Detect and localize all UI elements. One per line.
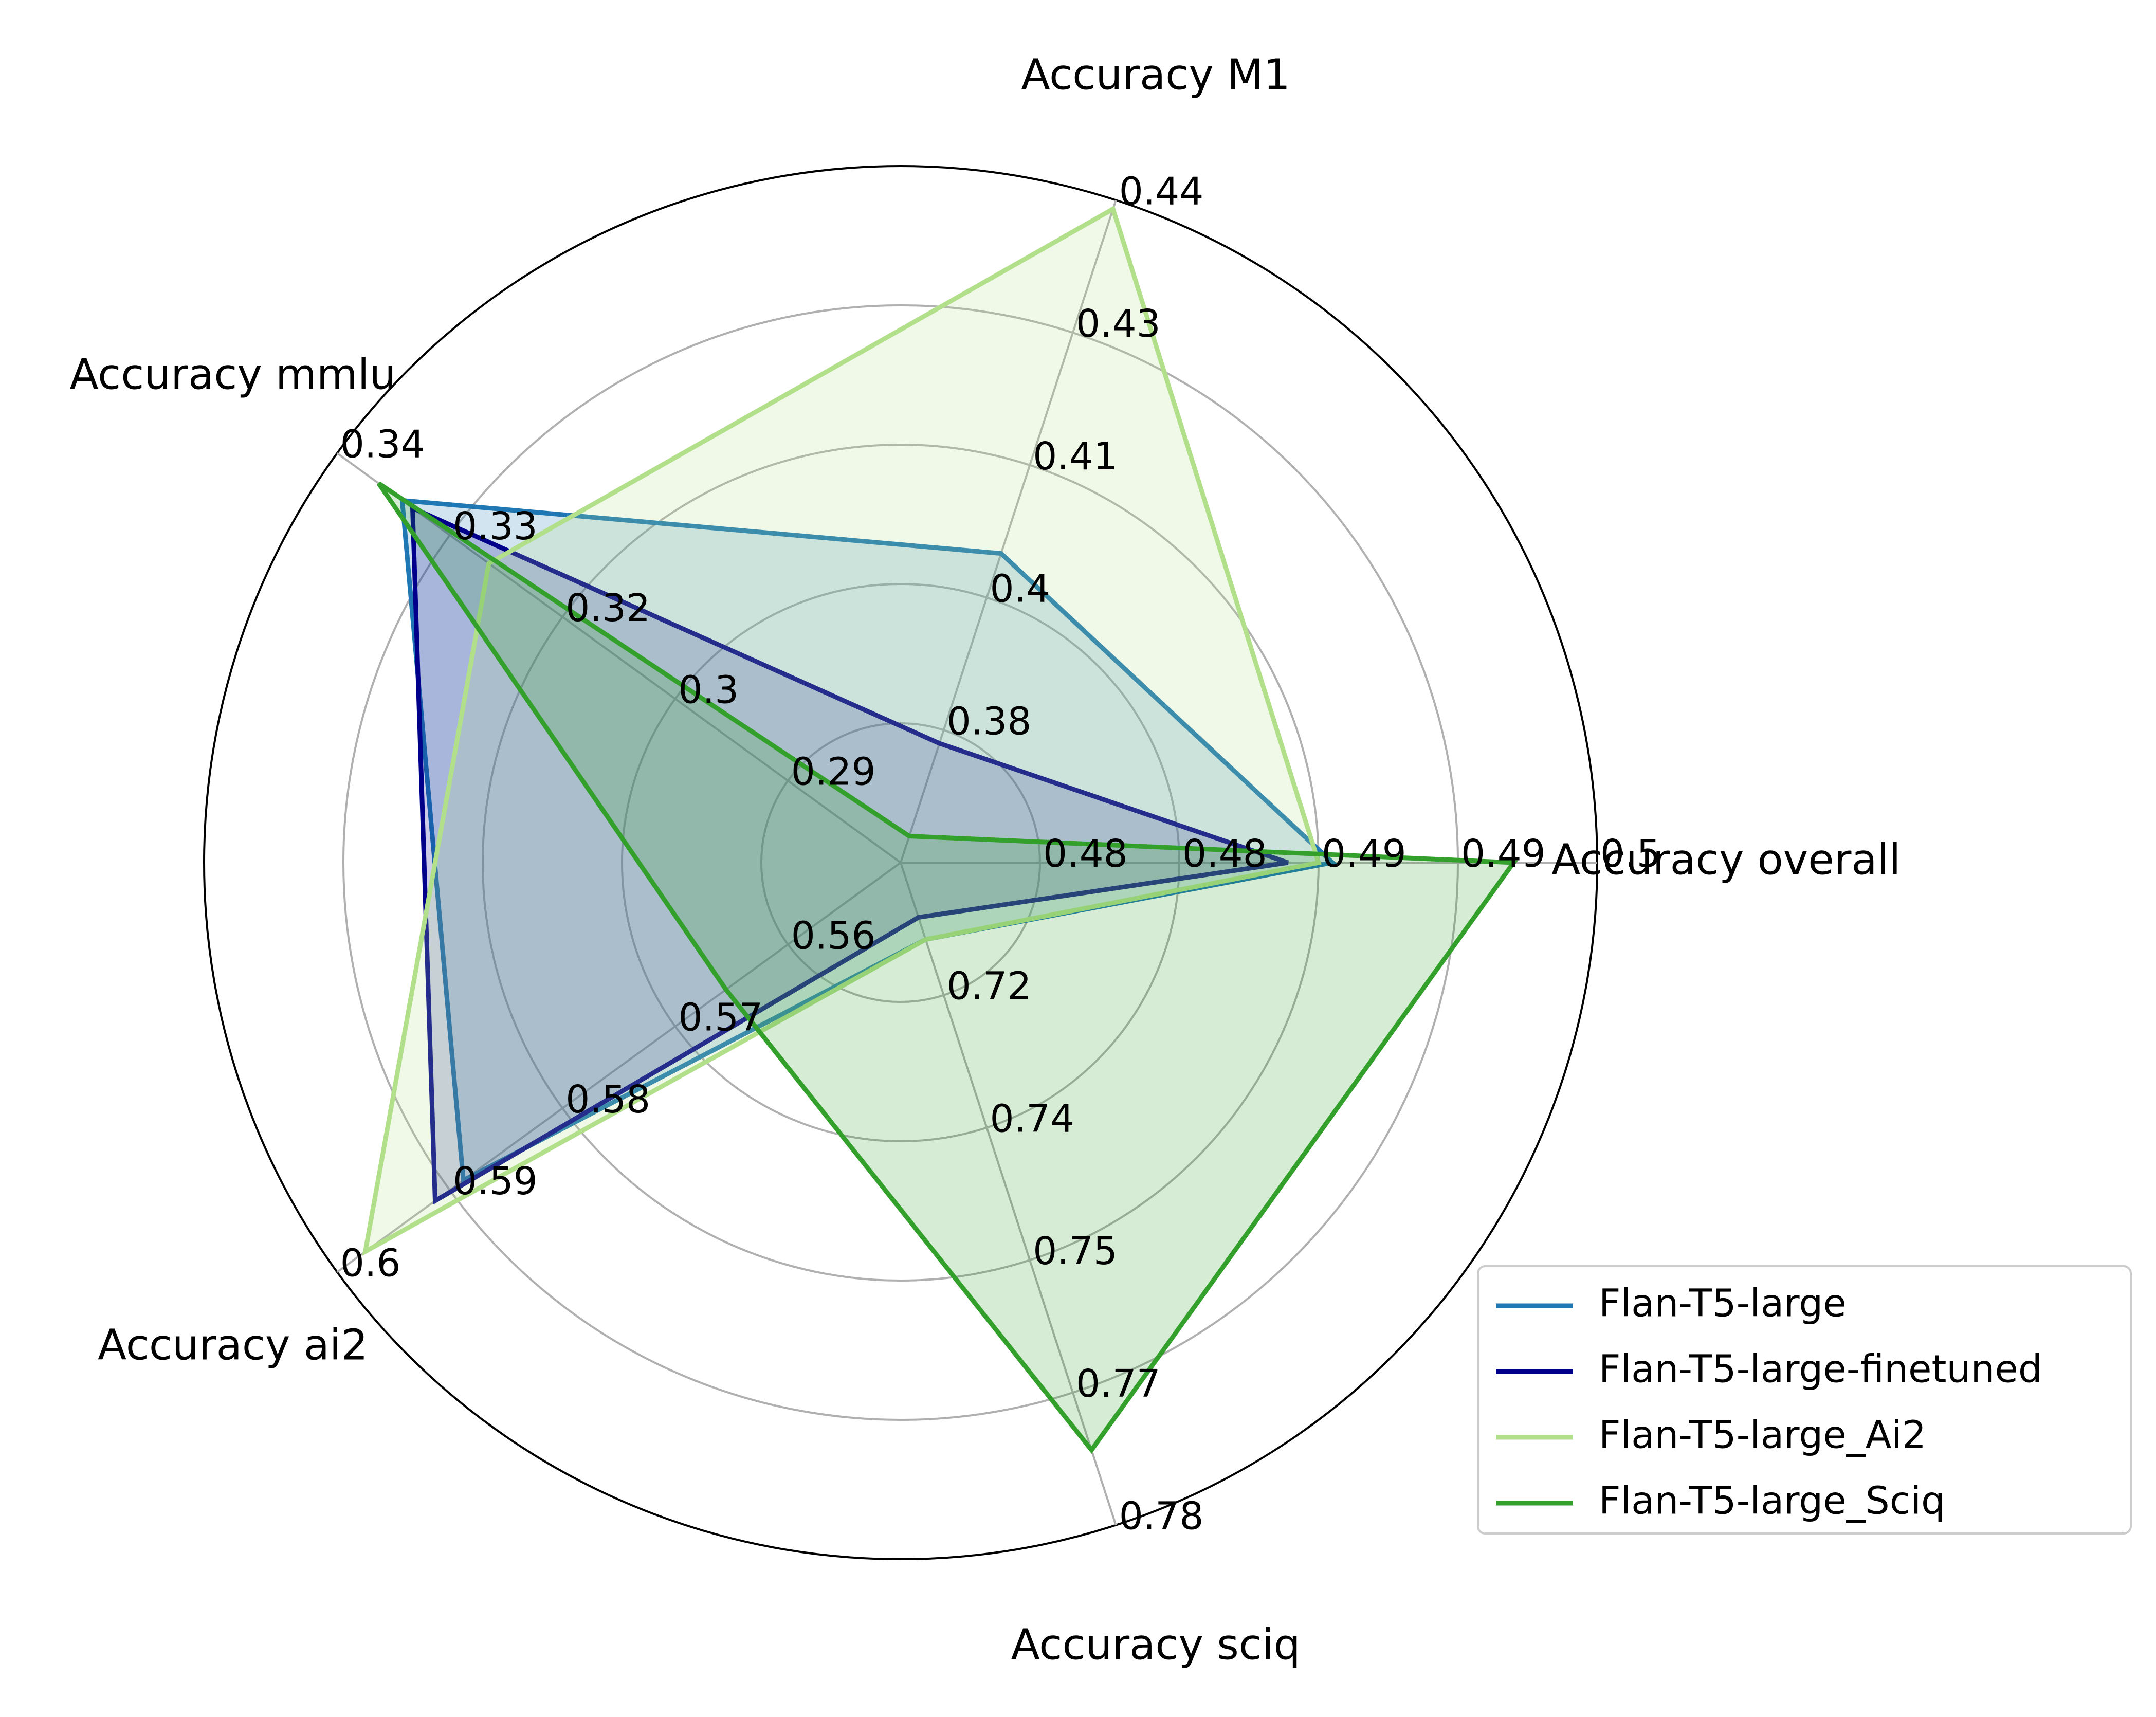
tick-label: 0.49 <box>1461 832 1546 876</box>
tick-label: 0.41 <box>1033 434 1118 479</box>
axis-label: Accuracy overall <box>1551 835 1901 884</box>
axis-spoke <box>900 862 1117 1526</box>
tick-label: 0.78 <box>1119 1494 1204 1539</box>
legend-label: Flan-T5-large-finetuned <box>1599 1347 2042 1392</box>
tick-label: 0.32 <box>565 586 650 630</box>
legend: Flan-T5-large Flan-T5-large-finetuned Flan… <box>1477 1265 2132 1535</box>
series-line <box>410 504 1289 1205</box>
grid <box>203 165 1598 1560</box>
tick-label: 0.33 <box>453 504 538 549</box>
series-fill <box>412 508 1288 1201</box>
tick-label: 0.4 <box>990 567 1051 611</box>
legend-box <box>1477 1265 2132 1535</box>
axis-label: Accuracy mmlu <box>70 351 396 399</box>
tick-label: 0.38 <box>947 699 1032 743</box>
axis-label: Accuracy ai2 <box>98 1321 368 1369</box>
tick-label: 0.29 <box>791 750 876 794</box>
tick-label: 0.72 <box>947 964 1032 1009</box>
tick-label: 0.74 <box>990 1097 1075 1141</box>
tick-label: 0.56 <box>791 914 876 958</box>
series-line <box>362 205 1322 1256</box>
tick-label: 0.44 <box>1119 169 1204 213</box>
axis-spoke <box>900 199 1117 863</box>
axis-spoke <box>336 452 902 864</box>
tick-label: 0.3 <box>679 668 739 712</box>
tick-label: 0.48 <box>1182 832 1267 876</box>
tick-labels: 0.48 0.48 0.49 0.49 0.5 0.38 0.4 0.41 0.43 0.44 0.… <box>340 169 1661 1538</box>
tick-label: 0.49 <box>1322 832 1406 876</box>
tick-label: 0.6 <box>340 1241 401 1285</box>
legend-label: Flan-T5-large <box>1599 1282 1847 1326</box>
series-fill <box>402 500 1333 1180</box>
axis-labels: Accuracy overall Accuracy M1 Accuracy mmlu… <box>70 50 1901 1669</box>
tick-label: 0.57 <box>679 996 763 1040</box>
tick-label: 0.77 <box>1076 1362 1161 1406</box>
tick-label: 0.58 <box>565 1077 650 1122</box>
axis-spoke <box>336 862 902 1273</box>
legend-label: Flan-T5-large_Ai2 <box>1599 1413 1926 1457</box>
series-line <box>376 481 1518 1454</box>
tick-label: 0.48 <box>1043 832 1128 876</box>
axis-label: Accuracy sciq <box>1011 1621 1301 1670</box>
tick-label: 0.75 <box>1033 1229 1118 1273</box>
tick-label: 0.5 <box>1600 832 1661 876</box>
tick-label: 0.59 <box>453 1159 538 1203</box>
series-fill <box>365 209 1319 1252</box>
series-layer <box>362 205 1518 1454</box>
tick-label: 0.34 <box>340 423 425 467</box>
tick-label: 0.43 <box>1076 302 1161 346</box>
series-fill <box>378 483 1514 1450</box>
axis-label: Accuracy M1 <box>1021 50 1290 99</box>
legend-label: Flan-T5-large_Sciq <box>1599 1479 1945 1523</box>
